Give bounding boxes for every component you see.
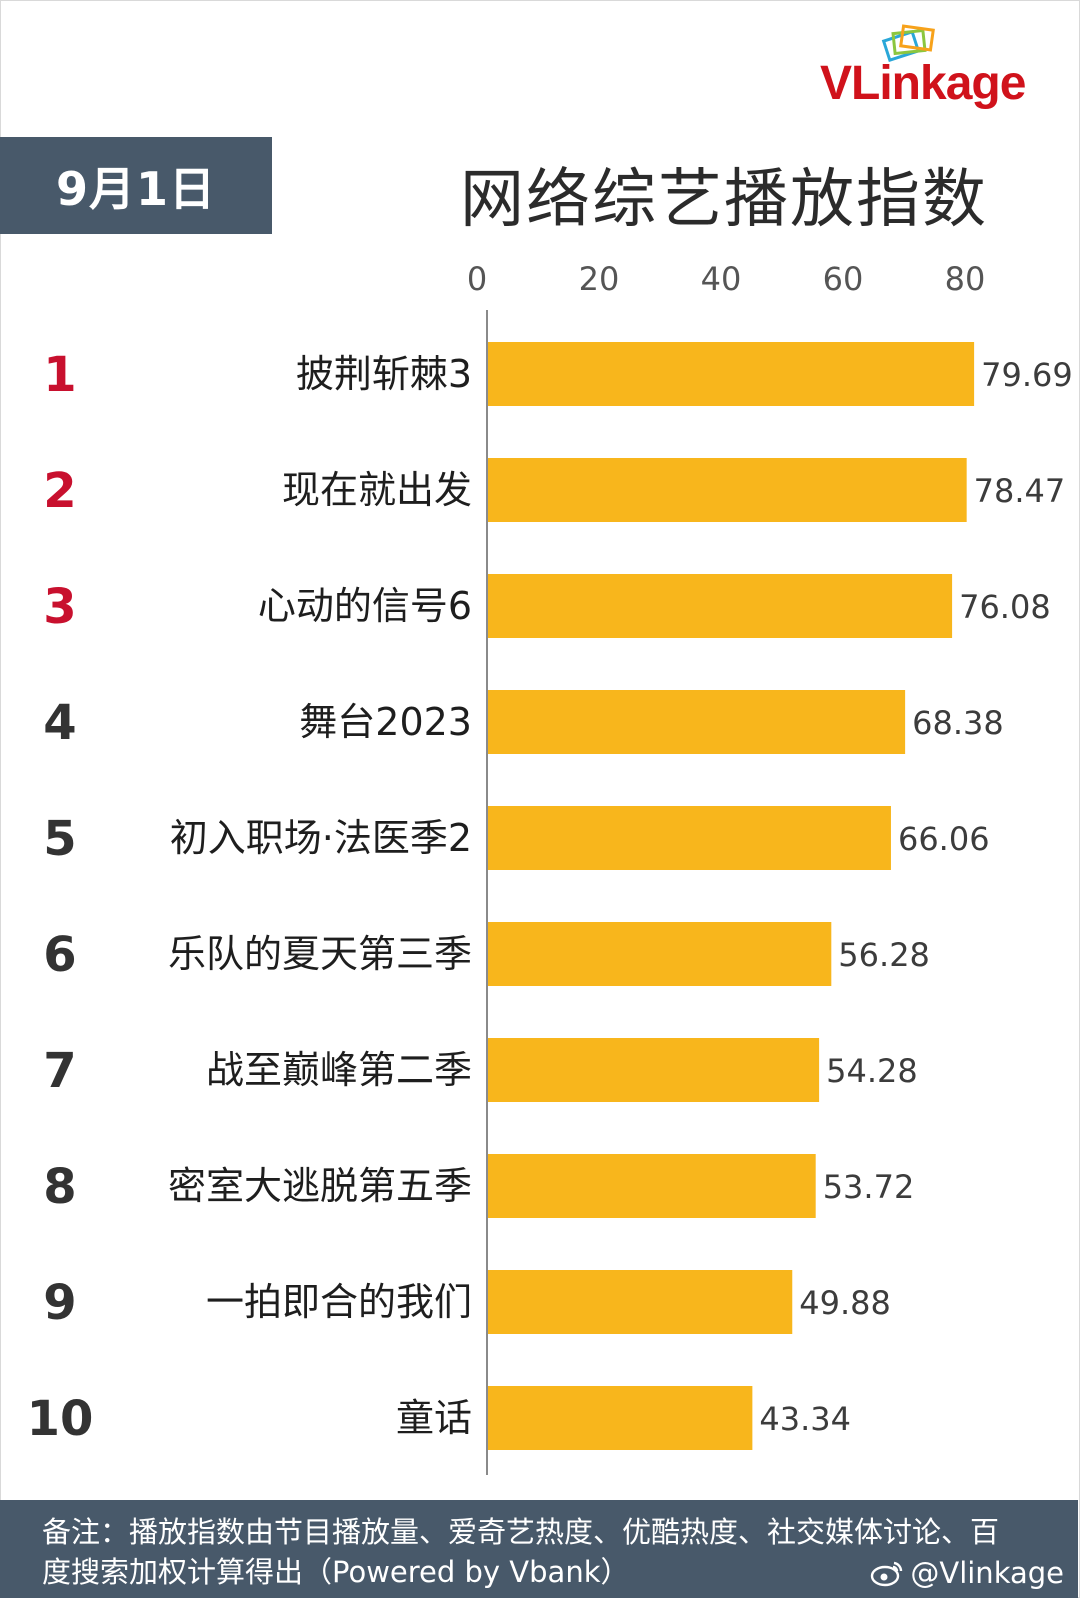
rank-number: 4 xyxy=(43,695,76,751)
rank-number: 5 xyxy=(43,811,76,867)
category-label: 童话 xyxy=(396,1396,472,1440)
watermark-text: @Vlinkage xyxy=(910,1556,1064,1590)
value-label: 49.88 xyxy=(799,1284,891,1322)
x-tick-label: 80 xyxy=(945,260,986,298)
logo-text: VLinkage xyxy=(820,57,1026,110)
bar xyxy=(488,1386,753,1450)
bar xyxy=(488,458,967,522)
vlinkage-logo: VLinkage xyxy=(820,22,1070,114)
rank-number: 3 xyxy=(43,579,76,635)
chart-title: 网络综艺播放指数 xyxy=(460,163,988,237)
category-label: 乐队的夏天第三季 xyxy=(168,932,472,976)
weibo-watermark: @Vlinkage xyxy=(870,1556,1064,1590)
category-label: 初入职场·法医季2 xyxy=(170,816,472,860)
value-label: 79.69 xyxy=(981,356,1073,394)
rank-number: 9 xyxy=(43,1275,76,1331)
bar xyxy=(488,342,975,406)
bar xyxy=(488,1154,816,1218)
value-label: 43.34 xyxy=(759,1400,851,1438)
bar xyxy=(488,1038,820,1102)
bar xyxy=(488,806,891,870)
bar xyxy=(488,1270,793,1334)
category-label: 一拍即合的我们 xyxy=(206,1280,472,1324)
date-badge: 9月1日 xyxy=(0,137,272,234)
rank-number: 2 xyxy=(43,463,76,519)
weibo-icon xyxy=(871,1561,903,1587)
bar xyxy=(488,690,906,754)
value-label: 68.38 xyxy=(912,704,1004,742)
x-tick-label: 20 xyxy=(579,260,620,298)
value-label: 76.08 xyxy=(959,588,1051,626)
x-tick-label: 40 xyxy=(701,260,742,298)
category-label: 战至巅峰第二季 xyxy=(206,1048,472,1092)
x-tick-label: 60 xyxy=(823,260,864,298)
category-label: 心动的信号6 xyxy=(258,584,472,628)
rank-number: 1 xyxy=(43,347,76,403)
footer-banner: 备注：播放指数由节目播放量、爱奇艺热度、优酷热度、社交媒体讨论、百度搜索加权计算… xyxy=(0,1500,1078,1598)
footer-note: 备注：播放指数由节目播放量、爱奇艺热度、优酷热度、社交媒体讨论、百度搜索加权计算… xyxy=(42,1515,1000,1589)
value-label: 54.28 xyxy=(826,1052,918,1090)
x-tick-label: 0 xyxy=(467,260,487,298)
rank-number: 8 xyxy=(43,1159,76,1215)
logo-mark-icon xyxy=(881,24,935,63)
category-label: 披荆斩棘3 xyxy=(296,352,472,396)
bar xyxy=(488,922,832,986)
value-label: 78.47 xyxy=(974,472,1066,510)
category-label: 现在就出发 xyxy=(282,468,472,512)
category-label: 密室大逃脱第五季 xyxy=(168,1164,472,1208)
category-label: 舞台2023 xyxy=(299,700,472,744)
rank-number: 10 xyxy=(27,1391,94,1447)
value-label: 56.28 xyxy=(838,936,930,974)
rank-number: 6 xyxy=(43,927,76,983)
bar xyxy=(488,574,953,638)
rank-number: 7 xyxy=(43,1043,76,1099)
value-label: 66.06 xyxy=(898,820,990,858)
value-label: 53.72 xyxy=(823,1168,915,1206)
bar-chart: 0 20 40 60 80 79.69 披荆斩棘3 1 78.47 现在就出发 2 76.08 心动的信… xyxy=(27,260,1073,1475)
